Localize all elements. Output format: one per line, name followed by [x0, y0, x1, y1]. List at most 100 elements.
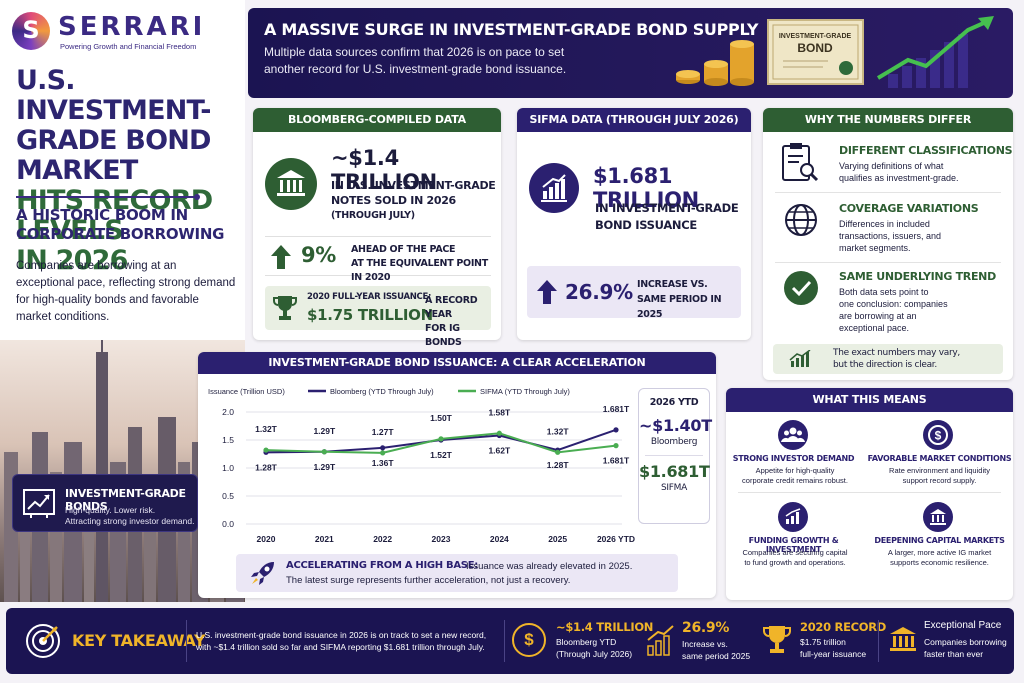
y-tick-label: 0.0	[222, 519, 234, 529]
bloomberg-description: IN U.S. INVESTMENT-GRADE NOTES SOLD IN 20…	[331, 179, 496, 221]
why-item-text: Varying definitions of what qualifies as …	[839, 161, 959, 183]
y-axis-label: Issuance (Trillion USD)	[208, 387, 285, 396]
sifma-card: SIFMA DATA (THROUGH JULY 2026) $1.681 TR…	[517, 108, 751, 340]
svg-text:$: $	[935, 429, 942, 443]
dollar-coin-icon: $	[512, 623, 546, 657]
means-item-title: STRONG INVESTOR DEMAND	[732, 454, 855, 463]
chart-footer-box: ACCELERATING FROM A HIGH BASE: Issuance …	[236, 554, 678, 592]
check-circle-icon	[784, 271, 818, 305]
bar-chart-icon	[529, 163, 579, 213]
why-header: WHY THE NUMBERS DIFFER	[763, 108, 1013, 132]
subtitle: A HISTORIC BOOM IN CORPORATE BORROWING	[16, 206, 225, 243]
chart-up-icon	[647, 625, 674, 656]
brand-name: SERRARI	[58, 12, 206, 42]
data-point	[380, 445, 386, 451]
footer-text-1: Issuance was already elevated in 2025.	[466, 561, 633, 572]
data-label: 1.32T	[547, 426, 570, 436]
serrari-logo-icon: S	[12, 12, 50, 50]
divider	[186, 620, 187, 662]
brand-tagline: Powering Growth and Financial Freedom	[60, 42, 197, 51]
ig-box-line2: Attracting strong investor demand.	[65, 516, 195, 526]
means-item-text: Appetite for high-quality corporate credi…	[742, 466, 848, 485]
sifma-value: $1.681 TRILLION	[593, 164, 699, 212]
rocket-icon	[251, 562, 274, 585]
ytd-bloomberg-value: ~$1.40T	[639, 416, 712, 435]
sifma-pct-desc: INCREASE VS. SAME PERIOD IN 2025	[637, 279, 722, 320]
data-point	[438, 436, 444, 442]
bank-icon	[890, 627, 916, 651]
x-tick-label: 2020	[257, 534, 276, 544]
bank-icon	[923, 502, 953, 532]
data-label: 1.32T	[255, 424, 278, 434]
svg-text:BOND: BOND	[797, 41, 833, 55]
x-tick-label: 2024	[490, 534, 509, 544]
data-label: 1.50T	[430, 413, 453, 423]
y-tick-label: 1.0	[222, 463, 234, 473]
data-point	[613, 427, 619, 433]
divider	[775, 192, 1001, 193]
x-tick-label: 2026 YTD	[597, 534, 635, 544]
coins-certificate-illustration: INVESTMENT-GRADE BOND	[676, 16, 994, 88]
takeaway-stat-2-label: Increase vs. same period 2025	[682, 639, 751, 661]
data-label: 1.29T	[313, 426, 336, 436]
ig-box-title: INVESTMENT-GRADE BONDS	[65, 487, 186, 513]
data-label: 1.29T	[313, 462, 336, 472]
bloomberg-pct: 9%	[301, 243, 337, 267]
chart-up-icon	[23, 489, 55, 518]
divider	[504, 620, 505, 662]
svg-text:INVESTMENT-GRADE: INVESTMENT-GRADE	[779, 33, 852, 40]
x-tick-label: 2021	[315, 534, 334, 544]
legend-label: SIFMA (YTD Through July)	[480, 387, 570, 396]
full-year-record-box: 2020 FULL-YEAR ISSUANCE: $1.75 TRILLION …	[265, 286, 491, 348]
coin-stacks-icon	[676, 40, 754, 86]
y-tick-label: 2.0	[222, 407, 234, 417]
bloomberg-pct-row: 9% AHEAD OF THE PACE AT THE EQUIVALENT PO…	[265, 236, 491, 283]
takeaway-stat-1-label: Bloomberg YTD (Through July 2026)	[556, 637, 633, 659]
takeaway-stat-2-value: 26.9%	[682, 620, 730, 636]
means-item-text: Rate environment and liquidity support re…	[889, 466, 990, 485]
up-arrow-icon	[271, 245, 291, 269]
bank-icon	[265, 158, 317, 210]
full-year-value: $1.75 TRILLION	[307, 306, 433, 324]
why-note-box: The exact numbers may vary, but the direc…	[773, 344, 1003, 374]
bond-certificate-icon: INVESTMENT-GRADE BOND	[767, 19, 864, 85]
divider	[878, 620, 879, 662]
bloomberg-value: ~$1.4 TRILLION	[331, 146, 437, 194]
divider	[775, 262, 1001, 263]
takeaway-stat-4-value: Exceptional Pace	[924, 620, 1002, 631]
trophy-icon	[273, 296, 297, 320]
takeaway-stat-3-value: 2020 RECORD	[800, 620, 887, 634]
means-item-text: Companies are securing capital to fund gr…	[742, 548, 848, 567]
people-icon	[778, 420, 808, 450]
chart-legend: Bloomberg (YTD Through July) SIFMA (YTD T…	[308, 387, 570, 396]
header-banner: A MASSIVE SURGE IN INVESTMENT-GRADE BOND…	[248, 8, 1013, 98]
growth-chart-icon	[778, 502, 808, 532]
why-item-text: Both data sets point to one conclusion: c…	[839, 287, 948, 333]
target-icon	[26, 624, 60, 658]
data-point	[555, 449, 561, 455]
data-point	[613, 443, 619, 449]
full-year-label: 2020 FULL-YEAR ISSUANCE:	[307, 292, 432, 302]
data-label: 1.58T	[488, 407, 511, 417]
sifma-pct-box: 26.9% INCREASE VS. SAME PERIOD IN 2025	[527, 266, 741, 320]
line-chart: Issuance (Trillion USD) Bloomberg (YTD T…	[208, 387, 635, 544]
growth-arrow-icon	[876, 16, 994, 88]
why-note: The exact numbers may vary, but the direc…	[833, 348, 960, 370]
takeaway-stat-4-label: Companies borrowing faster than ever	[924, 637, 1007, 659]
what-this-means-card: WHAT THIS MEANS STRONG INVESTOR DEMAND A…	[726, 388, 1013, 600]
investment-grade-box: INVESTMENT-GRADE BONDS High-quality. Low…	[12, 474, 198, 532]
ytd-sifma-label: SIFMA	[661, 483, 687, 493]
sifma-description: IN INVESTMENT-GRADE BOND ISSUANCE	[595, 201, 739, 232]
x-tick-label: 2023	[432, 534, 451, 544]
chart-title: INVESTMENT-GRADE BOND ISSUANCE: A CLEAR …	[198, 352, 716, 374]
footer-title: ACCELERATING FROM A HIGH BASE:	[286, 560, 478, 571]
takeaway-label: KEY TAKEAWAY	[72, 631, 206, 650]
issuance-chart-card: INVESTMENT-GRADE BOND ISSUANCE: A CLEAR …	[198, 352, 716, 598]
data-label: 1.681T	[603, 456, 630, 466]
takeaway-stat-1-value: ~$1.4 TRILLION	[556, 620, 654, 634]
means-header: WHAT THIS MEANS	[726, 388, 1013, 412]
means-item-title: DEEPENING CAPITAL MARKETS	[874, 536, 1005, 545]
takeaway-stat-3-label: $1.75 trillion full-year issuance	[800, 637, 867, 659]
trophy-icon	[763, 626, 791, 653]
banner-title: A MASSIVE SURGE IN INVESTMENT-GRADE BOND…	[264, 20, 759, 39]
